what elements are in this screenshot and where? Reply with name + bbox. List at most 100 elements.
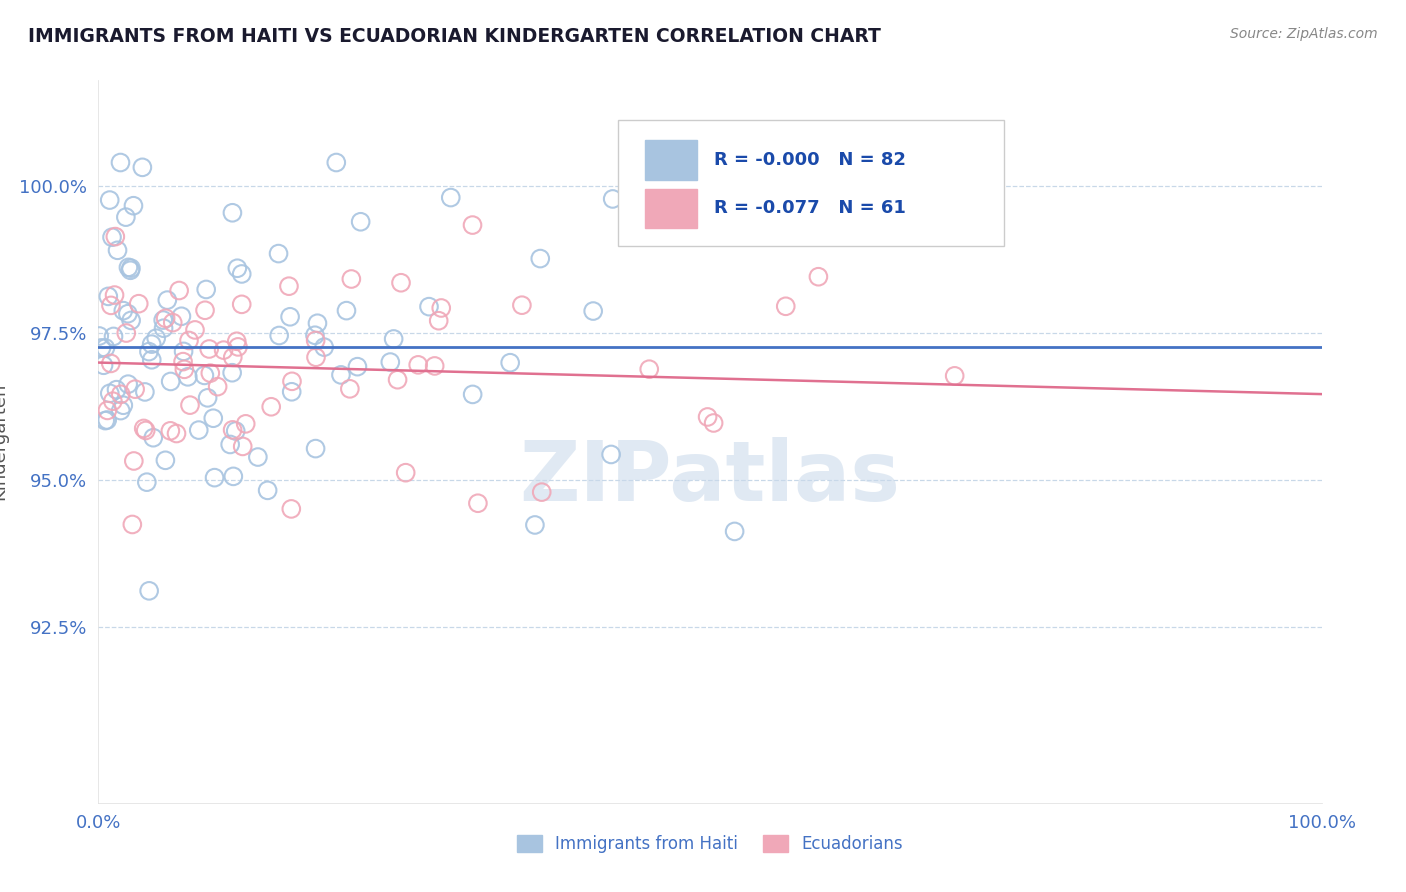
Bar	[645, 140, 696, 180]
Point	[134, 384, 156, 399]
Point	[97, 289, 120, 303]
Point	[226, 261, 249, 276]
Point	[100, 356, 122, 370]
Point	[304, 442, 326, 456]
Point	[117, 377, 139, 392]
Point	[430, 301, 453, 315]
Point	[204, 470, 226, 484]
Point	[184, 323, 207, 337]
Point	[807, 269, 830, 284]
Point	[112, 303, 135, 318]
Point	[703, 416, 725, 430]
Point	[304, 334, 326, 348]
Point	[723, 524, 745, 539]
Point	[103, 288, 125, 302]
Point	[387, 373, 409, 387]
Point	[94, 414, 117, 428]
Point	[124, 382, 146, 396]
Point	[380, 355, 402, 369]
Point	[198, 342, 221, 356]
Point	[418, 300, 440, 314]
Point	[278, 279, 301, 293]
Point	[207, 379, 229, 393]
Point	[260, 400, 283, 414]
Point	[107, 244, 129, 258]
Point	[269, 328, 291, 343]
Point	[110, 155, 132, 169]
Point	[152, 313, 174, 327]
Point	[280, 384, 302, 399]
Point	[197, 391, 219, 405]
Point	[510, 298, 533, 312]
Point	[173, 362, 195, 376]
Point	[943, 368, 966, 383]
Point	[120, 313, 142, 327]
Point	[96, 403, 118, 417]
Point	[235, 417, 257, 431]
Point	[90, 341, 112, 355]
Point	[128, 296, 150, 310]
Point	[122, 199, 145, 213]
Point	[305, 351, 328, 365]
Point	[382, 332, 405, 346]
Point	[105, 383, 128, 397]
Point	[232, 439, 254, 453]
Point	[162, 316, 184, 330]
Point	[101, 230, 124, 244]
Point	[145, 331, 167, 345]
Point	[101, 394, 124, 409]
Bar	[645, 188, 696, 228]
Point	[330, 368, 353, 382]
Point	[696, 409, 718, 424]
Point	[221, 206, 243, 220]
Point	[159, 375, 181, 389]
Point	[350, 215, 373, 229]
Text: ZIPatlas: ZIPatlas	[520, 437, 900, 518]
Point	[167, 284, 190, 298]
Point	[115, 326, 138, 340]
Point	[202, 411, 225, 425]
Point	[395, 466, 418, 480]
Point	[225, 334, 247, 349]
Point	[467, 496, 489, 510]
Point	[98, 193, 121, 207]
Point	[155, 311, 177, 326]
Point	[200, 366, 222, 380]
Point	[141, 337, 163, 351]
Point	[221, 423, 243, 437]
Text: R = -0.077   N = 61: R = -0.077 N = 61	[714, 199, 905, 217]
Point	[135, 475, 157, 490]
Point	[142, 431, 165, 445]
Point	[530, 485, 553, 500]
Point	[226, 340, 249, 354]
Point	[314, 340, 336, 354]
Point	[461, 218, 484, 232]
Point	[256, 483, 278, 498]
Point	[110, 387, 132, 401]
Point	[222, 351, 245, 365]
Point	[231, 267, 253, 281]
Point	[582, 304, 605, 318]
Point	[340, 272, 363, 286]
Point	[141, 352, 163, 367]
Point	[117, 260, 139, 275]
Point	[98, 386, 121, 401]
Point	[461, 387, 484, 401]
Point	[100, 298, 122, 312]
Point	[231, 297, 253, 311]
Point	[156, 293, 179, 307]
Point	[172, 354, 194, 368]
Point	[159, 424, 181, 438]
Point	[406, 358, 429, 372]
Point	[96, 413, 118, 427]
Point	[195, 283, 218, 297]
Point	[221, 366, 243, 380]
Point	[173, 344, 195, 359]
Point	[138, 344, 160, 359]
Point	[304, 328, 326, 343]
Point	[132, 421, 155, 435]
Point	[155, 453, 177, 467]
Point	[194, 303, 217, 318]
Point	[499, 356, 522, 370]
Point	[225, 424, 247, 438]
